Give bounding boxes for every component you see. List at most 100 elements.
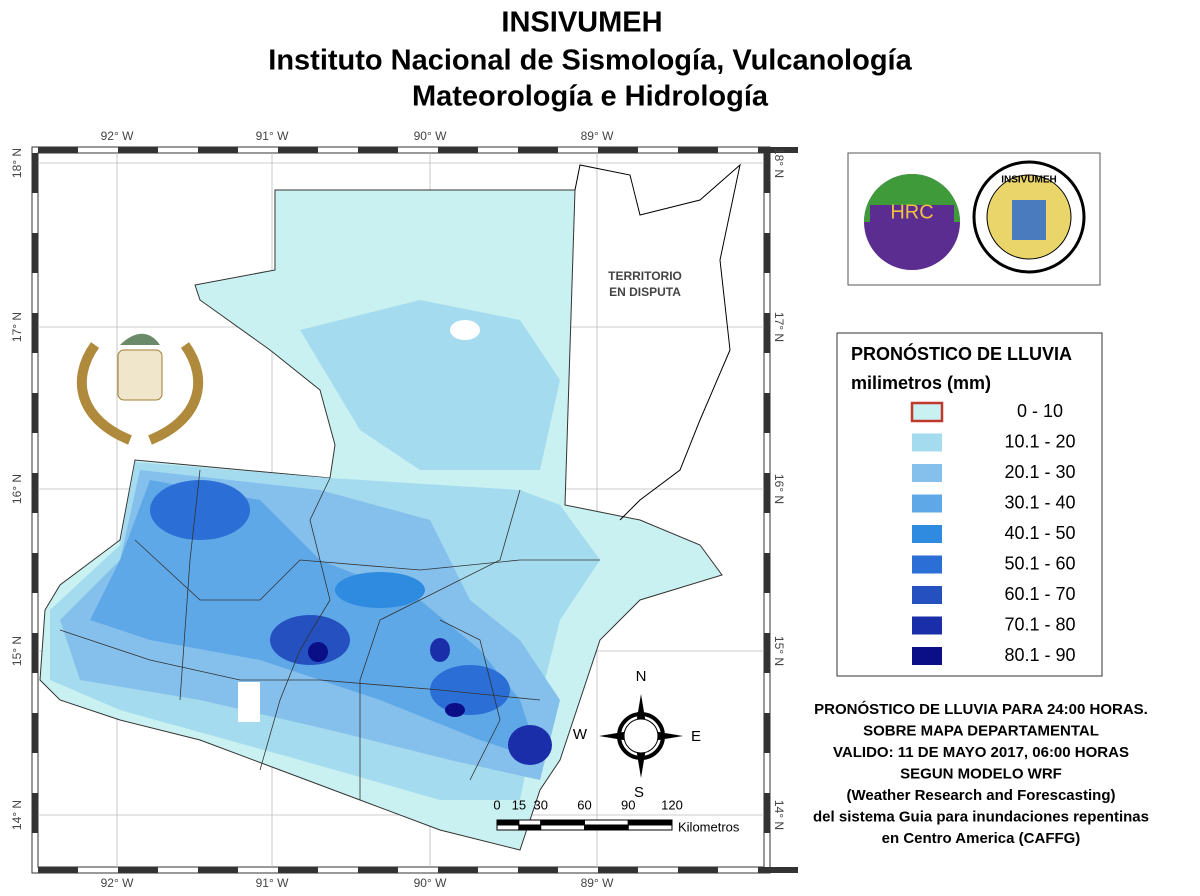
logo-text: INSIVUMEH [1001, 175, 1057, 186]
frame-segment [32, 633, 38, 673]
description-line: en Centro America (CAFFG) [882, 830, 1081, 847]
scale-segment [584, 824, 629, 831]
scale-segment [496, 824, 520, 831]
latitude-label: 15° N [772, 636, 786, 666]
logo-text: HRC [890, 201, 933, 223]
frame-segment [678, 867, 718, 873]
frame-segment [518, 147, 558, 153]
frame-segment [358, 867, 398, 873]
department-borders [59, 629, 541, 701]
rain-map [39, 163, 741, 851]
rain-zone [300, 300, 560, 470]
compass-label: S [634, 784, 644, 801]
latitude-label: 18° N [10, 148, 24, 178]
frame-segment [38, 147, 78, 153]
legend-label: 70.1 - 80 [1004, 614, 1075, 634]
legend-swatch [912, 525, 942, 543]
frame-segment [764, 153, 770, 193]
compass-label: W [573, 726, 588, 743]
subtitle: Mateorología e Hidrología [412, 81, 769, 113]
frame-segment [764, 713, 770, 753]
frame-segment [764, 233, 770, 273]
compass-label: N [636, 668, 647, 685]
longitude-label: 92° W [101, 129, 134, 143]
legend-swatch [912, 433, 942, 452]
scale-segment [627, 819, 673, 826]
frame-segment [198, 147, 238, 153]
rain-zone [270, 615, 350, 665]
frame-segment [32, 713, 38, 753]
description-line: del sistema Guia para inundaciones repen… [813, 808, 1149, 825]
frame-segment [358, 147, 398, 153]
legend-swatch [912, 494, 942, 513]
legend-label: 40.1 - 50 [1004, 523, 1075, 543]
scale-label: 120 [661, 797, 683, 812]
rain-zone [335, 572, 425, 608]
rain-zone [445, 703, 465, 717]
legend-swatch [912, 464, 942, 482]
description-line: VALIDO: 11 DE MAYO 2017, 06:00 HORAS [833, 744, 1129, 761]
scale-label: 15 [512, 797, 526, 812]
frame-segment [678, 147, 718, 153]
longitude-label: 89° W [581, 876, 614, 890]
description: PRONÓSTICO DE LLUVIA PARA 24:00 HORAS. SO… [813, 700, 1149, 847]
latitude-label: 16° N [10, 474, 24, 504]
longitude-label: 89° W [581, 129, 614, 143]
frame-segment [32, 473, 38, 513]
frame-segment [118, 147, 158, 153]
frame-segment [32, 553, 38, 593]
legend-box [836, 332, 1103, 677]
no-data [238, 682, 260, 722]
frame-segment [764, 313, 770, 353]
rain-zone [150, 480, 250, 540]
legend-label: 10.1 - 20 [1004, 431, 1075, 451]
scale-label: 60 [577, 797, 591, 812]
longitude-label: 92° W [101, 876, 134, 890]
frame-segment [764, 393, 770, 433]
legend-label: 0 - 10 [1017, 401, 1063, 421]
department-borders [259, 477, 331, 771]
longitude-label: 91° W [256, 129, 289, 143]
frame-segment [764, 553, 770, 593]
description-line: SOBRE MAPA DEPARTAMENTAL [863, 722, 1099, 739]
subtitle: Instituto Nacional de Sismología, Vulcan… [268, 45, 912, 77]
frame-segment [278, 867, 318, 873]
frame-segment [118, 867, 158, 873]
description-line: (Weather Research and Forescasting) [847, 787, 1116, 804]
latitude-label: 17° N [10, 312, 24, 342]
compass [599, 694, 683, 778]
frame-segment [32, 313, 38, 353]
legend-swatch [912, 616, 942, 635]
scale-segment [540, 824, 585, 831]
frame-segment [32, 393, 38, 433]
legend-swatch [912, 647, 942, 665]
scale-unit: Kilometros [678, 819, 740, 834]
frame-segment [438, 147, 478, 153]
frame-segment [764, 473, 770, 513]
latitude-label: 18° N [772, 148, 786, 178]
scale-bar: 0 15 30 60 90 120 [493, 797, 683, 831]
frame-segment [438, 867, 478, 873]
no-data [450, 320, 480, 340]
legend-label: 20.1 - 30 [1004, 462, 1075, 482]
legend-swatch [910, 401, 944, 423]
compass-label: E [691, 728, 701, 745]
department-borders [134, 539, 600, 601]
rain-zone [508, 725, 552, 765]
department-borders [179, 469, 201, 701]
legend-unit: milimetros (mm) [851, 373, 991, 393]
scale-segment [540, 819, 585, 826]
legend-swatch [912, 555, 942, 574]
latitude-label: 16° N [772, 474, 786, 504]
frame-segment [32, 793, 38, 833]
frame-segment [598, 867, 638, 873]
department-borders [439, 619, 501, 781]
legend: 0 - 10 10.1 - 20 20.1 - 30 30.1 - 40 40.1 - … [910, 401, 1076, 665]
department-borders [359, 489, 521, 800]
scale-label: 90 [621, 797, 635, 812]
annotation: EN DISPUTA [609, 285, 681, 299]
scale-segment [518, 824, 542, 831]
scale-label: 0 [493, 797, 500, 812]
rain-zone [430, 665, 510, 715]
